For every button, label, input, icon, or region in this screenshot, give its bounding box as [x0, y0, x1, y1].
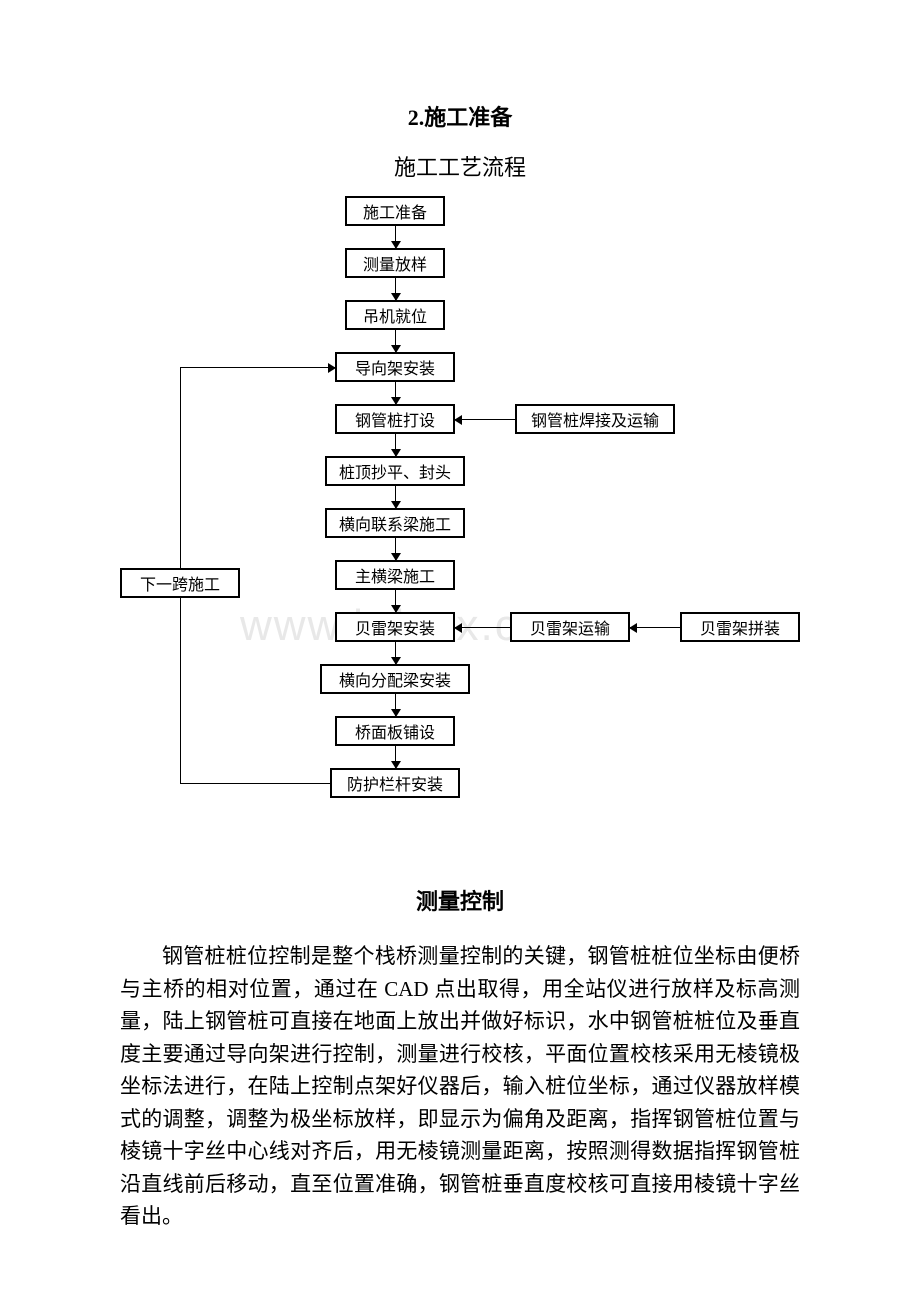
arrow-icon — [395, 746, 396, 768]
flow-node-main-beam: 主横梁施工 — [335, 560, 455, 590]
flow-node-crane: 吊机就位 — [345, 300, 445, 330]
arrow-icon — [455, 419, 515, 420]
flow-line — [180, 598, 181, 783]
flow-node-rail: 防护栏杆安装 — [330, 768, 460, 798]
flow-node-prepare: 施工准备 — [345, 196, 445, 226]
flow-node-guide: 导向架安装 — [335, 352, 455, 382]
flow-line — [180, 783, 330, 784]
arrow-icon — [395, 590, 396, 612]
flow-node-bailey-transport: 贝雷架运输 — [510, 612, 630, 642]
process-flow-title: 施工工艺流程 — [120, 150, 800, 182]
flow-node-bailey-install: 贝雷架安装 — [335, 612, 455, 642]
section-title: 2.施工准备 — [120, 100, 800, 132]
arrow-icon — [180, 367, 335, 368]
flow-node-next-span: 下一跨施工 — [120, 568, 240, 598]
arrow-icon — [395, 694, 396, 716]
flow-node-survey: 测量放样 — [345, 248, 445, 278]
arrow-icon — [395, 382, 396, 404]
arrow-icon — [395, 486, 396, 508]
flow-node-tie-beam: 横向联系梁施工 — [325, 508, 465, 538]
flow-node-dist-beam: 横向分配梁安装 — [320, 664, 470, 694]
arrow-icon — [395, 226, 396, 248]
flow-node-bailey-assembly: 贝雷架拼装 — [680, 612, 800, 642]
body-paragraph: 钢管桩桩位控制是整个栈桥测量控制的关键，钢管桩桩位坐标由便桥与主桥的相对位置，通… — [120, 940, 800, 1233]
flow-node-deck: 桥面板铺设 — [335, 716, 455, 746]
arrow-icon — [395, 434, 396, 456]
arrow-icon — [395, 538, 396, 560]
flow-node-pile: 钢管桩打设 — [335, 404, 455, 434]
arrow-icon — [395, 330, 396, 352]
flowchart: www.bdocx.com 施工准备 测量放样 吊机就位 导向架安装 钢管桩打设… — [120, 196, 800, 866]
flow-line — [180, 367, 181, 568]
arrow-icon — [395, 278, 396, 300]
arrow-icon — [395, 642, 396, 664]
flow-node-level: 桩顶抄平、封头 — [325, 456, 465, 486]
arrow-icon — [630, 627, 680, 628]
measurement-title: 测量控制 — [120, 884, 800, 916]
arrow-icon — [455, 627, 510, 628]
flow-node-pile-weld: 钢管桩焊接及运输 — [515, 404, 675, 434]
